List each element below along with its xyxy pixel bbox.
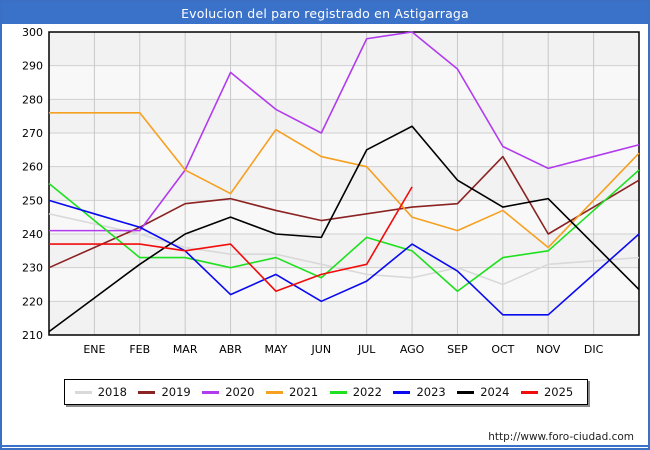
window-title-bar: Evolucion del paro registrado en Astigar… xyxy=(2,2,648,24)
y-axis-tick: 210 xyxy=(22,329,43,342)
y-axis-tick-labels: 210 220 230 240 250 260 270 280 290 300 xyxy=(22,26,43,342)
legend-item-2020[interactable]: 2020 xyxy=(199,385,259,399)
legend-swatch-icon xyxy=(265,390,283,394)
legend-swatch-icon xyxy=(393,390,411,394)
legend-label: 2020 xyxy=(225,385,255,399)
series-line-2022 xyxy=(48,169,640,293)
legend-label: 2018 xyxy=(97,385,128,399)
x-axis-tick: SEP xyxy=(447,343,468,356)
footer-divider xyxy=(2,445,648,447)
x-axis-tick: NOV xyxy=(536,343,561,356)
grid-band xyxy=(49,234,639,268)
series-line-2025 xyxy=(49,186,413,293)
legend-swatch-icon xyxy=(520,390,538,394)
x-axis-tick: MAY xyxy=(264,343,287,356)
y-axis-tick: 300 xyxy=(22,26,43,39)
series-line-2023 xyxy=(48,199,640,316)
x-axis-tick: ABR xyxy=(219,343,242,356)
legend-label: 2025 xyxy=(543,385,574,399)
legend-label: 2024 xyxy=(480,385,510,399)
footer-bar: http://www.foro-ciudad.com xyxy=(2,426,648,448)
series-line-2021 xyxy=(49,112,640,249)
legend-item-2023[interactable]: 2023 xyxy=(390,385,450,399)
x-axis-tick: JUN xyxy=(311,343,332,356)
legend-label: 2022 xyxy=(352,385,383,399)
x-axis-tick: OCT xyxy=(491,343,514,356)
series-line-2024 xyxy=(48,125,640,333)
chart-plot-area: 210 220 230 240 250 260 270 280 290 300 ENE FEB MAR… xyxy=(2,24,648,364)
legend-swatch-icon xyxy=(457,390,475,394)
legend-swatch-icon xyxy=(74,390,92,394)
legend-item-2019[interactable]: 2019 xyxy=(135,385,195,399)
page-title: Evolucion del paro registrado en Astigar… xyxy=(181,5,469,21)
y-axis-tick: 260 xyxy=(22,161,43,174)
x-axis-tick: FEB xyxy=(129,343,150,356)
legend-item-2025[interactable]: 2025 xyxy=(517,385,577,399)
grid-band xyxy=(49,32,639,66)
legend-swatch-icon xyxy=(329,390,347,394)
x-axis-tick: ENE xyxy=(83,343,105,356)
y-axis-tick: 230 xyxy=(22,262,43,275)
legend-item-2021[interactable]: 2021 xyxy=(262,385,322,399)
legend-label: 2021 xyxy=(288,385,319,399)
x-axis-tick: JUL xyxy=(357,343,376,356)
grid-band xyxy=(49,99,639,133)
x-axis-tick: AGO xyxy=(400,343,425,356)
y-axis-tick: 290 xyxy=(22,60,43,73)
line-chart: 210 220 230 240 250 260 270 280 290 300 ENE FEB MAR… xyxy=(22,26,640,356)
y-axis-tick: 270 xyxy=(22,127,43,140)
legend-item-2018[interactable]: 2018 xyxy=(71,385,131,399)
grid-band xyxy=(49,301,639,335)
legend-item-2024[interactable]: 2024 xyxy=(454,385,514,399)
series-line-2019 xyxy=(48,155,640,269)
chart-legend: 2018 2019 2020 2021 2022 2023 2024 2025 xyxy=(64,379,588,405)
y-axis-tick: 280 xyxy=(22,93,43,106)
legend-swatch-icon xyxy=(138,390,156,394)
x-axis-tick-labels: ENE FEB MAR ABR MAY JUN JUL AGO SEP OCT NOV DIC xyxy=(83,343,603,356)
x-axis-tick: DIC xyxy=(584,343,604,356)
y-axis-tick: 240 xyxy=(22,228,43,241)
y-axis-tick: 250 xyxy=(22,194,43,207)
source-url: http://www.foro-ciudad.com xyxy=(488,431,634,443)
series-line-2020 xyxy=(49,31,640,232)
legend-label: 2023 xyxy=(416,385,446,399)
x-axis-tick: MAR xyxy=(173,343,198,356)
legend-swatch-icon xyxy=(202,390,220,394)
data-series-lines xyxy=(48,31,640,333)
y-axis-tick: 220 xyxy=(22,295,43,308)
legend-item-2022[interactable]: 2022 xyxy=(326,385,386,399)
legend-label: 2019 xyxy=(161,385,191,399)
grid-lines xyxy=(49,32,639,335)
